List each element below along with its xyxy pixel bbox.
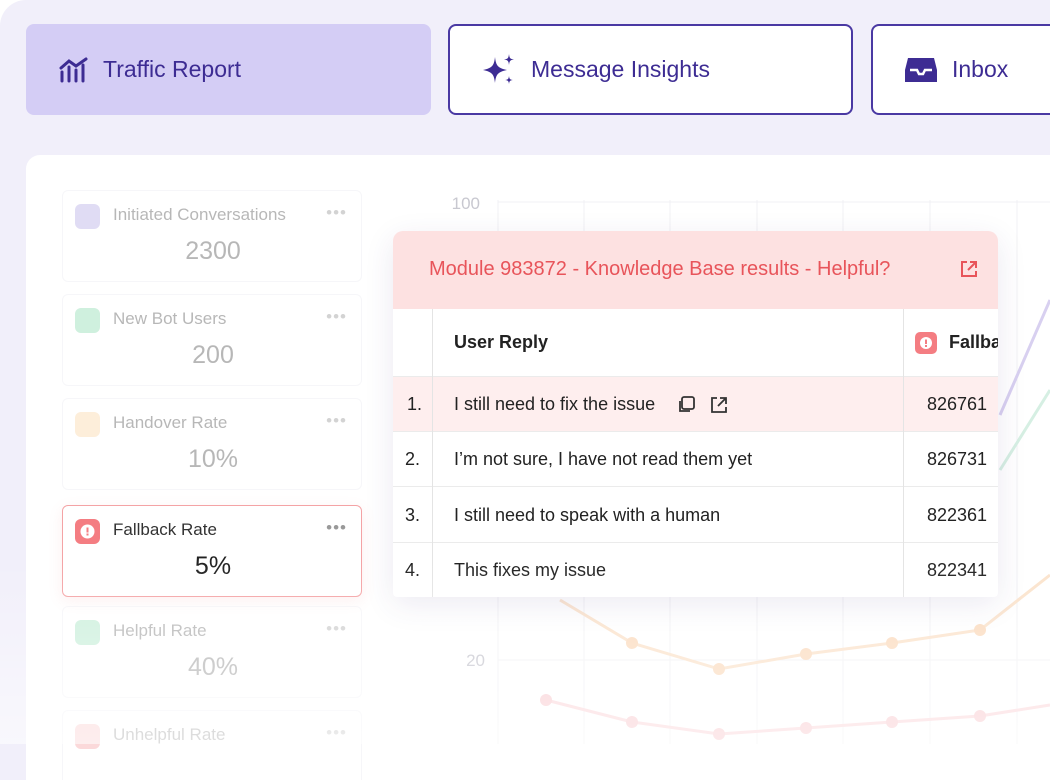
metric-card[interactable]: Helpful Rate ••• 40% [62, 606, 362, 698]
open-link-icon[interactable] [959, 259, 979, 279]
more-button[interactable]: ••• [326, 619, 347, 638]
metric-icon [75, 204, 100, 229]
metric-icon [75, 308, 100, 333]
user-reply: This fixes my issue [454, 560, 607, 580]
tab[interactable]: Traffic Report [26, 24, 431, 115]
row-number: 2. [405, 449, 421, 469]
metric-value: 5% [194, 552, 232, 580]
results-table: Module 983872 - Knowledge Base results -… [393, 231, 998, 597]
row-number: 4. [405, 560, 421, 580]
metric-value: 200 [192, 341, 234, 369]
column-divider [903, 309, 904, 597]
column-header: Fallback [915, 309, 998, 376]
y-axis-label: 100 [452, 194, 480, 213]
tab[interactable]: Inbox [871, 24, 1050, 115]
metric-value: 40% [187, 653, 239, 681]
table-row[interactable]: 3. I still need to speak with a human 82… [393, 486, 998, 543]
metric-value: 10% [187, 445, 239, 473]
metric-label: Initiated Conversations [113, 205, 286, 224]
tab-label: Inbox [952, 56, 1009, 82]
table-title: Module 983872 - Knowledge Base results -… [429, 258, 891, 280]
metric-icon [75, 724, 100, 749]
table-row[interactable]: 4. This fixes my issue 822341 [393, 542, 998, 597]
more-button[interactable]: ••• [326, 723, 347, 742]
tab-label: Message Insights [531, 56, 710, 82]
copy-icon[interactable] [677, 395, 696, 414]
more-button[interactable]: ••• [326, 518, 347, 537]
row-number: 3. [405, 504, 421, 525]
y-axis-label: 20 [466, 651, 485, 670]
open-link-icon[interactable] [709, 395, 729, 415]
metric-icon [75, 519, 100, 544]
tab-icon [59, 57, 88, 82]
column-header-text: Fallback [949, 332, 998, 352]
tab-icon [483, 53, 514, 84]
more-button[interactable]: ••• [326, 411, 347, 430]
fallback-id: 826761 [927, 394, 988, 414]
metric-card[interactable]: Handover Rate ••• 10% [62, 398, 362, 490]
metric-card[interactable]: Fallback Rate ••• 5% [62, 505, 362, 597]
metric-icon [75, 620, 100, 645]
table-header: Module 983872 - Knowledge Base results -… [393, 231, 998, 309]
column-header: User Reply [454, 332, 549, 352]
metric-label: Fallback Rate [113, 520, 217, 539]
metric-card[interactable]: New Bot Users ••• 200 [62, 294, 362, 386]
metric-value: 2300 [185, 237, 241, 265]
metric-card[interactable]: Unhelpful Rate ••• [62, 710, 362, 780]
tab-icon [905, 57, 937, 82]
metric-label: Handover Rate [113, 413, 228, 432]
reply-text: I still need to fix the issue [454, 394, 656, 414]
fallback-id: 826731 [927, 449, 988, 469]
metric-card[interactable]: Initiated Conversations ••• 2300 [62, 190, 362, 282]
more-button[interactable]: ••• [326, 203, 347, 222]
fallback-id: 822341 [927, 560, 988, 580]
user-reply: I still need to speak with a human [454, 504, 721, 525]
user-reply: I’m not sure, I have not read them yet [454, 449, 753, 469]
more-button[interactable]: ••• [326, 307, 347, 326]
metric-label: Helpful Rate [113, 621, 207, 640]
column-divider [432, 309, 433, 597]
metric-label: Unhelpful Rate [113, 725, 226, 744]
column-header-row: User Reply Fallback [393, 309, 998, 376]
tab[interactable]: Message Insights [448, 24, 853, 115]
table-row[interactable]: 2. I’m not sure, I have not read them ye… [393, 431, 998, 487]
row-number: 1. [407, 394, 423, 414]
metric-icon [75, 412, 100, 437]
user-reply: I still need to fix the issue [454, 377, 729, 432]
fallback-id: 822361 [927, 504, 988, 525]
table-row[interactable]: 1. I still need to fix the issue 826761 [393, 376, 998, 432]
metric-label: New Bot Users [113, 309, 227, 328]
tab-label: Traffic Report [103, 56, 242, 82]
